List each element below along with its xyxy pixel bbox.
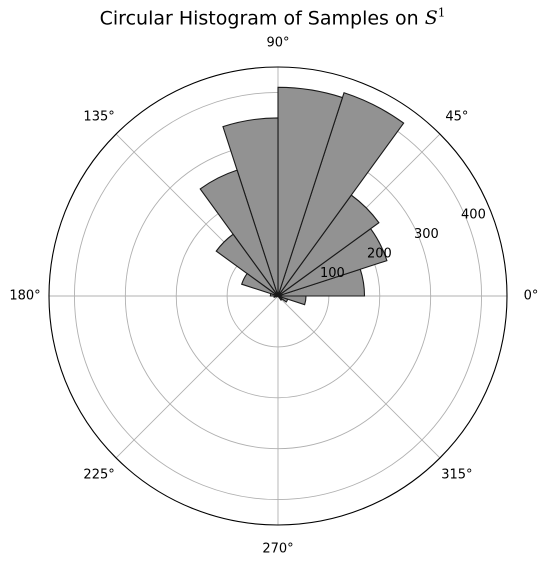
histogram-bar-8 (241, 272, 279, 297)
theta-tick-label: 270° (262, 542, 293, 557)
r-tick-label: 200 (367, 246, 392, 261)
title-superscript: 1 (437, 6, 446, 20)
chart-title: Circular Histogram of Samples on S1 (0, 6, 545, 29)
theta-tick-label: 225° (83, 467, 114, 482)
histogram-bar-5 (222, 117, 279, 297)
histogram-bar-3 (277, 92, 405, 297)
histogram-bar-19 (277, 295, 307, 306)
r-tick-label: 400 (461, 208, 486, 223)
polar-frame (48, 66, 508, 526)
theta-tick-label: 45° (445, 110, 468, 125)
histogram-bar-4 (277, 86, 344, 297)
theta-tick-label: 315° (441, 467, 472, 482)
theta-tick-label: 180° (9, 289, 40, 304)
frame-layer (48, 66, 508, 526)
theta-tick-label: 135° (83, 110, 114, 125)
histogram-bar-9 (269, 292, 279, 297)
title-math-symbol: S1 (424, 6, 446, 30)
bar-layer (199, 86, 405, 306)
theta-gridline-225 (115, 295, 279, 459)
r-tick-label: 100 (320, 266, 345, 281)
r-tick-label: 300 (414, 227, 439, 242)
title-text: Circular Histogram of Samples on (99, 7, 425, 30)
theta-tick-label: 0° (524, 289, 539, 304)
theta-gridline-315 (277, 295, 441, 459)
label-layer: 0° 45° 90° 135° 180° 225° 270° 315° 100 200 300 400 (9, 36, 538, 557)
histogram-bar-7 (215, 233, 279, 297)
theta-tick-label: 90° (266, 36, 289, 51)
histogram-bar-6 (199, 169, 279, 297)
histogram-bar-11 (275, 295, 279, 298)
